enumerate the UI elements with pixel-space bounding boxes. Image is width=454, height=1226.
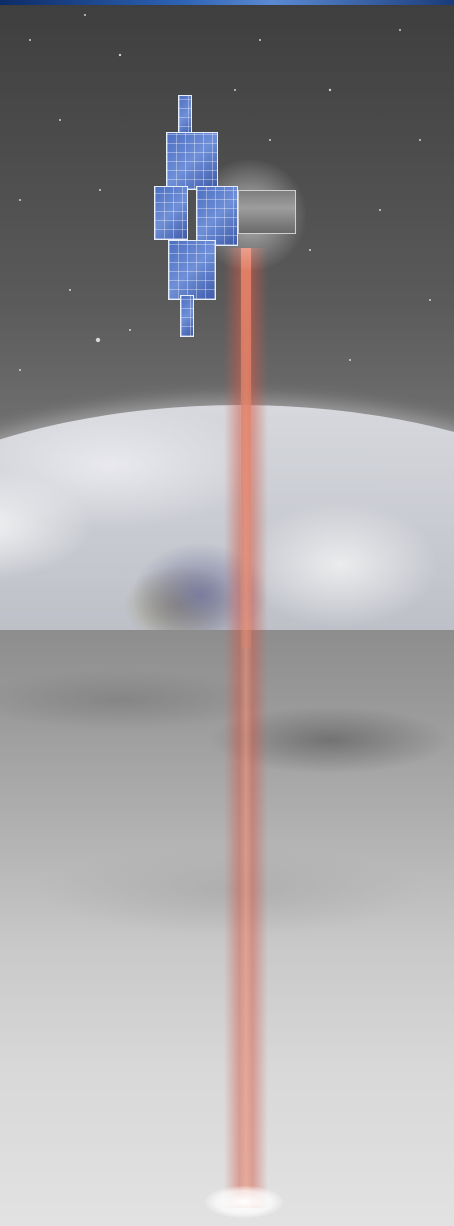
solar-panel-right xyxy=(196,186,238,246)
laser-beam-core xyxy=(241,248,251,648)
top-band xyxy=(0,0,454,5)
solar-panel-bottom xyxy=(180,295,194,337)
satellite xyxy=(150,90,320,340)
solar-panel-top xyxy=(178,95,192,137)
solar-panel-upper xyxy=(166,132,218,190)
satellite-bus xyxy=(238,190,296,234)
beam-spot xyxy=(205,1186,283,1218)
star-field xyxy=(19,14,431,371)
solar-panel-left xyxy=(154,186,188,240)
solar-panel-lower xyxy=(168,240,216,300)
